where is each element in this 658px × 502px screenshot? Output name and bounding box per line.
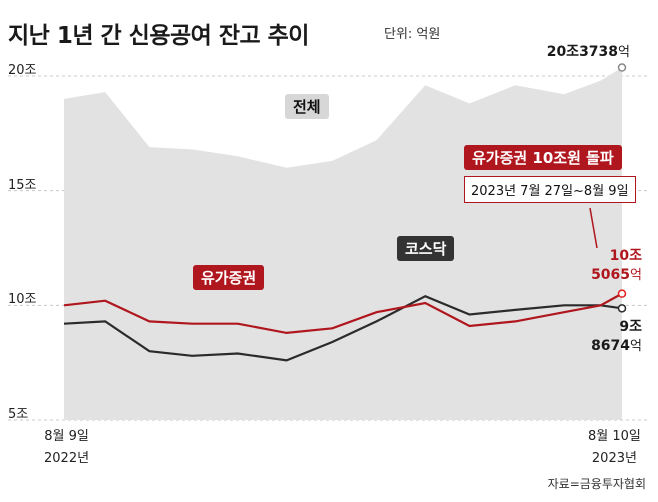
x-start-year: 2022년 <box>44 451 90 466</box>
y-tick-label: 15조 <box>8 177 37 193</box>
securities-end-unit: 억 <box>630 268 642 283</box>
total-end-unit: 억 <box>618 45 630 60</box>
source-note: 자료=금융투자협회 <box>547 477 646 491</box>
securities-end-line2: 5065 <box>591 267 631 283</box>
kosdaq-end-unit: 억 <box>630 339 642 354</box>
securities-end-marker <box>617 289 627 298</box>
x-axis-end-label: 8월 10일 2023년 <box>588 426 641 470</box>
total-area <box>64 67 622 420</box>
securities-line <box>63 292 623 335</box>
total-end-value-number: 20조3738 <box>546 44 619 60</box>
total-series-label: 전체 <box>285 94 329 119</box>
kosdaq-end-line2: 8674 <box>591 338 631 354</box>
x-end-year: 2023년 <box>591 451 637 466</box>
total-end-marker <box>617 63 627 72</box>
x-end-date: 8월 10일 <box>588 429 641 444</box>
securities-series-label: 유가증권 <box>193 265 265 290</box>
unit-label: 단위: 억원 <box>384 27 441 42</box>
securities-end-value: 10조 5065억 <box>591 247 642 285</box>
y-tick-label: 5조 <box>8 407 29 422</box>
kosdaq-series-label: 코스닥 <box>397 236 455 261</box>
kosdaq-end-marker <box>617 304 627 313</box>
y-tick-label: 20조 <box>8 63 37 78</box>
callout-date-range: 2023년 7월 27일~8월 9일 <box>464 176 636 203</box>
chart-title: 지난 1년 간 신용공여 잔고 추이 <box>8 23 309 49</box>
kosdaq-end-line1: 9조 <box>619 319 642 335</box>
kosdaq-end-value: 9조 8674억 <box>591 318 642 356</box>
total-end-value: 20조3738억 <box>547 43 630 62</box>
callout-leader-line <box>589 207 598 249</box>
callout-title: 유가증권 10조원 돌파 <box>464 145 622 170</box>
securities-end-line1: 10조 <box>609 248 642 264</box>
x-axis-start-label: 8월 9일 2022년 <box>44 426 89 470</box>
x-start-date: 8월 9일 <box>44 429 89 444</box>
y-tick-label: 10조 <box>8 292 37 308</box>
kosdaq-line <box>63 294 623 362</box>
